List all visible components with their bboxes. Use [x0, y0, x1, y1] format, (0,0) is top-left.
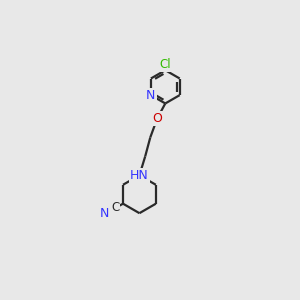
Text: Cl: Cl	[160, 58, 171, 71]
Text: HN: HN	[130, 169, 149, 182]
Text: C: C	[111, 201, 119, 214]
Text: O: O	[152, 112, 162, 125]
Text: N: N	[100, 207, 109, 220]
Text: N: N	[146, 88, 156, 102]
